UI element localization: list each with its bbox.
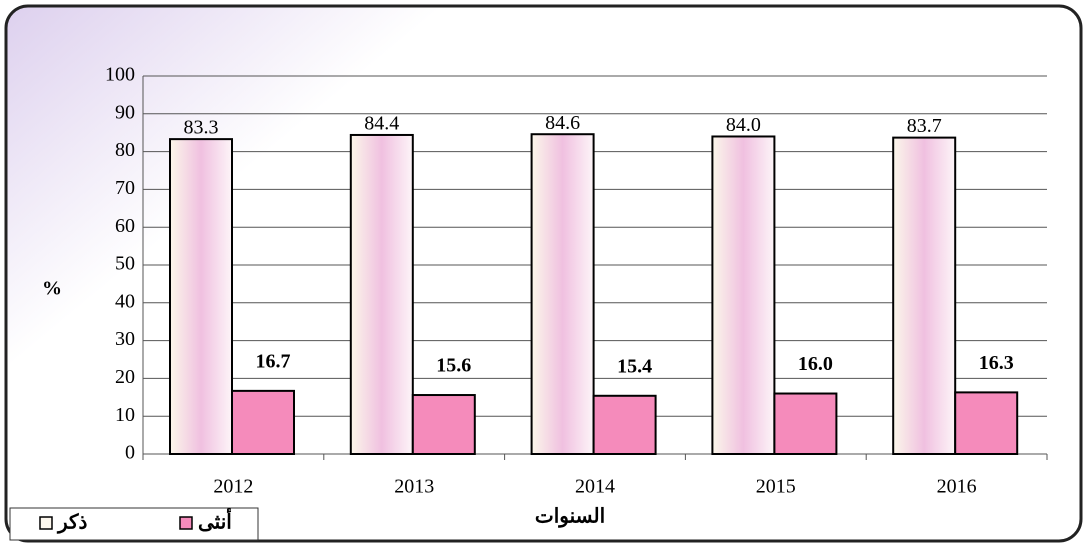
- y-tick-label: 40: [115, 290, 135, 312]
- data-label: 16.7: [256, 350, 291, 372]
- legend-label: ذكر: [56, 512, 88, 535]
- y-tick-label: 70: [115, 177, 135, 199]
- y-tick-label: 60: [115, 215, 135, 237]
- x-tick-label: 2013: [394, 476, 434, 498]
- data-label: 16.3: [979, 352, 1014, 374]
- y-tick-label: 100: [105, 64, 135, 86]
- y-tick-label: 90: [115, 101, 135, 123]
- x-tick-label: 2016: [937, 476, 977, 498]
- y-tick-label: 80: [115, 139, 135, 161]
- bar: [349, 133, 414, 456]
- bar: [592, 394, 657, 455]
- bar: [892, 136, 957, 455]
- data-label: 16.0: [798, 353, 833, 375]
- bar: [231, 389, 295, 455]
- bar: [530, 133, 595, 455]
- bar: [411, 394, 476, 456]
- bar: [169, 138, 233, 455]
- legend-label: أنثى: [198, 508, 232, 534]
- data-label: 15.6: [436, 355, 471, 377]
- y-tick-label: 10: [115, 404, 135, 426]
- bar: [711, 135, 776, 455]
- data-label: 83.3: [184, 117, 219, 139]
- data-label: 84.0: [726, 114, 761, 136]
- x-tick-label: 2012: [213, 476, 253, 498]
- data-label: 15.4: [617, 355, 652, 377]
- y-tick-label: 20: [115, 366, 135, 388]
- y-tick-label: 50: [115, 253, 135, 275]
- data-label: 84.4: [364, 113, 399, 135]
- y-tick-label: 0: [125, 442, 135, 464]
- legend-swatch: [179, 516, 193, 530]
- bar: [773, 392, 838, 455]
- x-tick-label: 2014: [575, 476, 615, 498]
- y-tick-label: 30: [115, 328, 135, 350]
- data-label: 84.6: [545, 112, 580, 134]
- data-label: 83.7: [907, 115, 942, 137]
- y-axis-label: %: [42, 278, 62, 300]
- x-tick-label: 2015: [756, 476, 796, 498]
- bar: [954, 391, 1019, 455]
- x-axis-label: السنوات: [535, 506, 605, 529]
- legend-swatch: [39, 516, 53, 530]
